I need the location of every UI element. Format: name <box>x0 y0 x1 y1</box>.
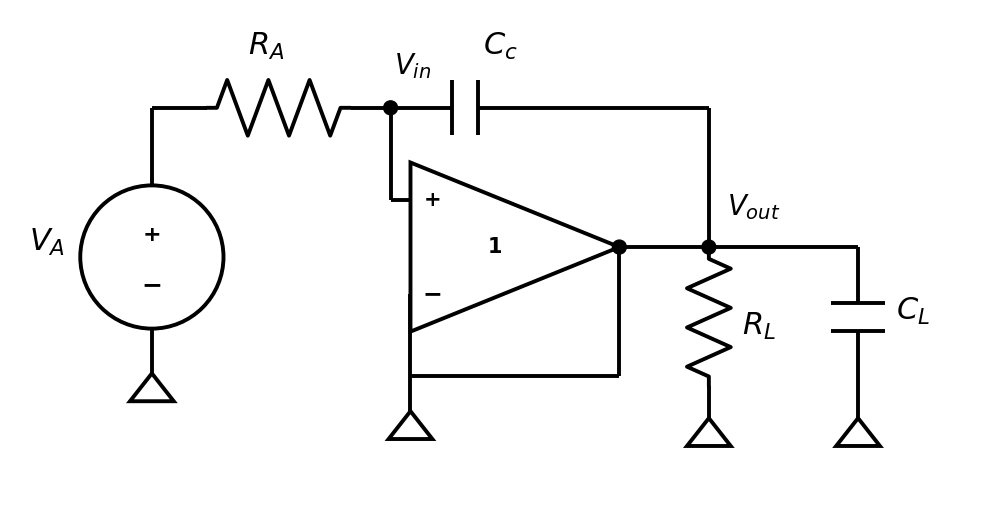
Text: −: − <box>141 273 162 297</box>
Text: 1: 1 <box>488 237 502 257</box>
Text: $V_A$: $V_A$ <box>29 226 65 257</box>
Text: $V_{out}$: $V_{out}$ <box>727 192 780 222</box>
Text: $R_L$: $R_L$ <box>742 311 776 342</box>
Text: +: + <box>424 190 441 210</box>
Text: $C_L$: $C_L$ <box>896 296 930 327</box>
Text: $V_{in}$: $V_{in}$ <box>394 51 431 81</box>
Polygon shape <box>130 373 174 401</box>
Circle shape <box>612 240 626 254</box>
Circle shape <box>384 101 398 115</box>
Text: $R_A$: $R_A$ <box>248 31 284 62</box>
Text: +: + <box>143 225 161 245</box>
Text: −: − <box>422 282 442 307</box>
Polygon shape <box>836 418 880 446</box>
Polygon shape <box>687 418 731 446</box>
Circle shape <box>702 240 716 254</box>
Polygon shape <box>410 162 619 331</box>
Polygon shape <box>389 411 432 439</box>
Text: $C_c$: $C_c$ <box>483 31 517 62</box>
